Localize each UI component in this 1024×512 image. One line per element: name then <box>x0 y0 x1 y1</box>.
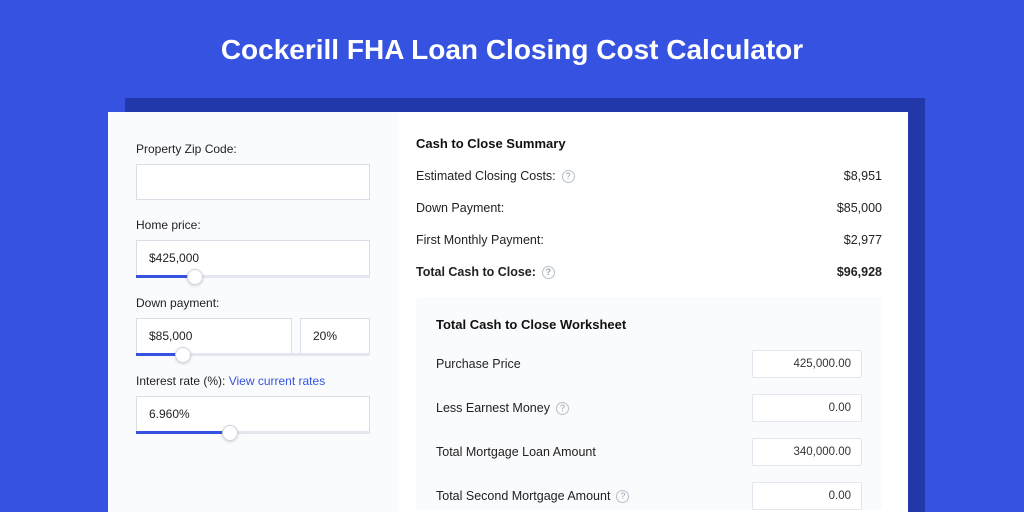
summary-row: Estimated Closing Costs:? $8,951 <box>416 169 882 183</box>
worksheet-row-input[interactable] <box>752 350 862 378</box>
worksheet-row-label: Purchase Price <box>436 357 521 371</box>
view-rates-link[interactable]: View current rates <box>229 374 326 388</box>
interest-label: Interest rate (%): View current rates <box>136 374 370 388</box>
home-price-field-group: Home price: <box>136 218 370 278</box>
summary-heading: Cash to Close Summary <box>416 136 882 151</box>
summary-row-value: $8,951 <box>844 169 882 183</box>
summary-row-value: $2,977 <box>844 233 882 247</box>
summary-total-label: Total Cash to Close: <box>416 265 536 279</box>
worksheet-row: Purchase Price <box>436 350 862 378</box>
worksheet-row: Less Earnest Money? <box>436 394 862 422</box>
summary-total-value: $96,928 <box>837 265 882 279</box>
inputs-panel: Property Zip Code: Home price: Down paym… <box>108 112 398 512</box>
interest-input[interactable] <box>136 396 370 432</box>
interest-label-text: Interest rate (%): <box>136 374 229 388</box>
worksheet-row-label: Less Earnest Money <box>436 401 550 415</box>
down-payment-label: Down payment: <box>136 296 370 310</box>
summary-rows: Estimated Closing Costs:? $8,951 Down Paym… <box>416 169 882 247</box>
help-icon[interactable]: ? <box>562 170 575 183</box>
worksheet-row-input[interactable] <box>752 438 862 466</box>
home-price-label: Home price: <box>136 218 370 232</box>
summary-row-label: Down Payment: <box>416 201 504 215</box>
summary-row-value: $85,000 <box>837 201 882 215</box>
page-title: Cockerill FHA Loan Closing Cost Calculat… <box>0 0 1024 84</box>
home-price-slider[interactable] <box>136 275 370 278</box>
help-icon[interactable]: ? <box>556 402 569 415</box>
worksheet-row-input[interactable] <box>752 394 862 422</box>
worksheet-rows: Purchase Price Less Earnest Money? Total M… <box>436 350 862 510</box>
worksheet-card: Total Cash to Close Worksheet Purchase P… <box>416 297 882 510</box>
summary-row: Down Payment: $85,000 <box>416 201 882 215</box>
zip-label: Property Zip Code: <box>136 142 370 156</box>
interest-slider-fill <box>136 431 230 434</box>
down-payment-field-group: Down payment: <box>136 296 370 356</box>
summary-row-label: Estimated Closing Costs: <box>416 169 556 183</box>
zip-field-group: Property Zip Code: <box>136 142 370 200</box>
home-price-slider-thumb[interactable] <box>187 269 203 285</box>
help-icon[interactable]: ? <box>616 490 629 503</box>
interest-slider-thumb[interactable] <box>222 425 238 441</box>
worksheet-row: Total Second Mortgage Amount? <box>436 482 862 510</box>
down-payment-pct-input[interactable] <box>300 318 370 354</box>
interest-slider[interactable] <box>136 431 370 434</box>
down-payment-slider-thumb[interactable] <box>175 347 191 363</box>
worksheet-row: Total Mortgage Loan Amount <box>436 438 862 466</box>
interest-field-group: Interest rate (%): View current rates <box>136 374 370 434</box>
worksheet-row-input[interactable] <box>752 482 862 510</box>
down-payment-input[interactable] <box>136 318 292 354</box>
results-panel: Cash to Close Summary Estimated Closing … <box>398 112 908 512</box>
worksheet-heading: Total Cash to Close Worksheet <box>436 317 862 332</box>
down-payment-slider[interactable] <box>136 353 370 356</box>
summary-row-label: First Monthly Payment: <box>416 233 544 247</box>
home-price-input[interactable] <box>136 240 370 276</box>
zip-input[interactable] <box>136 164 370 200</box>
worksheet-row-label: Total Mortgage Loan Amount <box>436 445 596 459</box>
help-icon[interactable]: ? <box>542 266 555 279</box>
calculator-card: Property Zip Code: Home price: Down paym… <box>108 112 908 512</box>
worksheet-row-label: Total Second Mortgage Amount <box>436 489 610 503</box>
summary-total-row: Total Cash to Close: ? $96,928 <box>416 265 882 279</box>
summary-row: First Monthly Payment: $2,977 <box>416 233 882 247</box>
